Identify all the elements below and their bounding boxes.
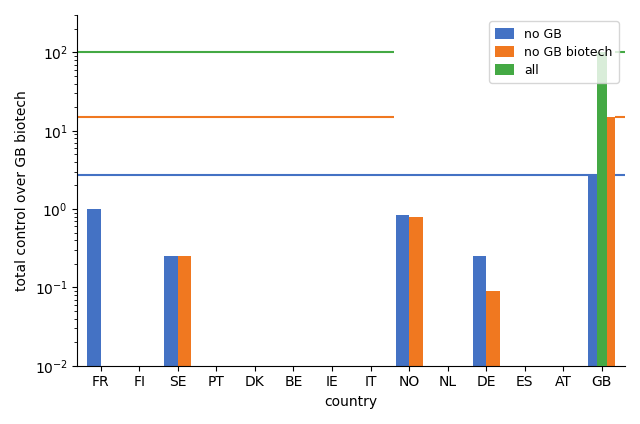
Bar: [178, 256, 191, 424]
Bar: [473, 256, 486, 424]
Bar: [87, 209, 100, 424]
Y-axis label: total control over GB biotech: total control over GB biotech: [15, 90, 29, 291]
Bar: [164, 256, 178, 424]
Bar: [597, 53, 607, 424]
Bar: [396, 215, 409, 424]
Bar: [602, 117, 616, 424]
Bar: [588, 175, 602, 424]
Legend: no GB, no GB biotech, all: no GB, no GB biotech, all: [489, 21, 619, 83]
X-axis label: country: country: [324, 395, 378, 409]
Bar: [409, 217, 422, 424]
Bar: [486, 291, 500, 424]
